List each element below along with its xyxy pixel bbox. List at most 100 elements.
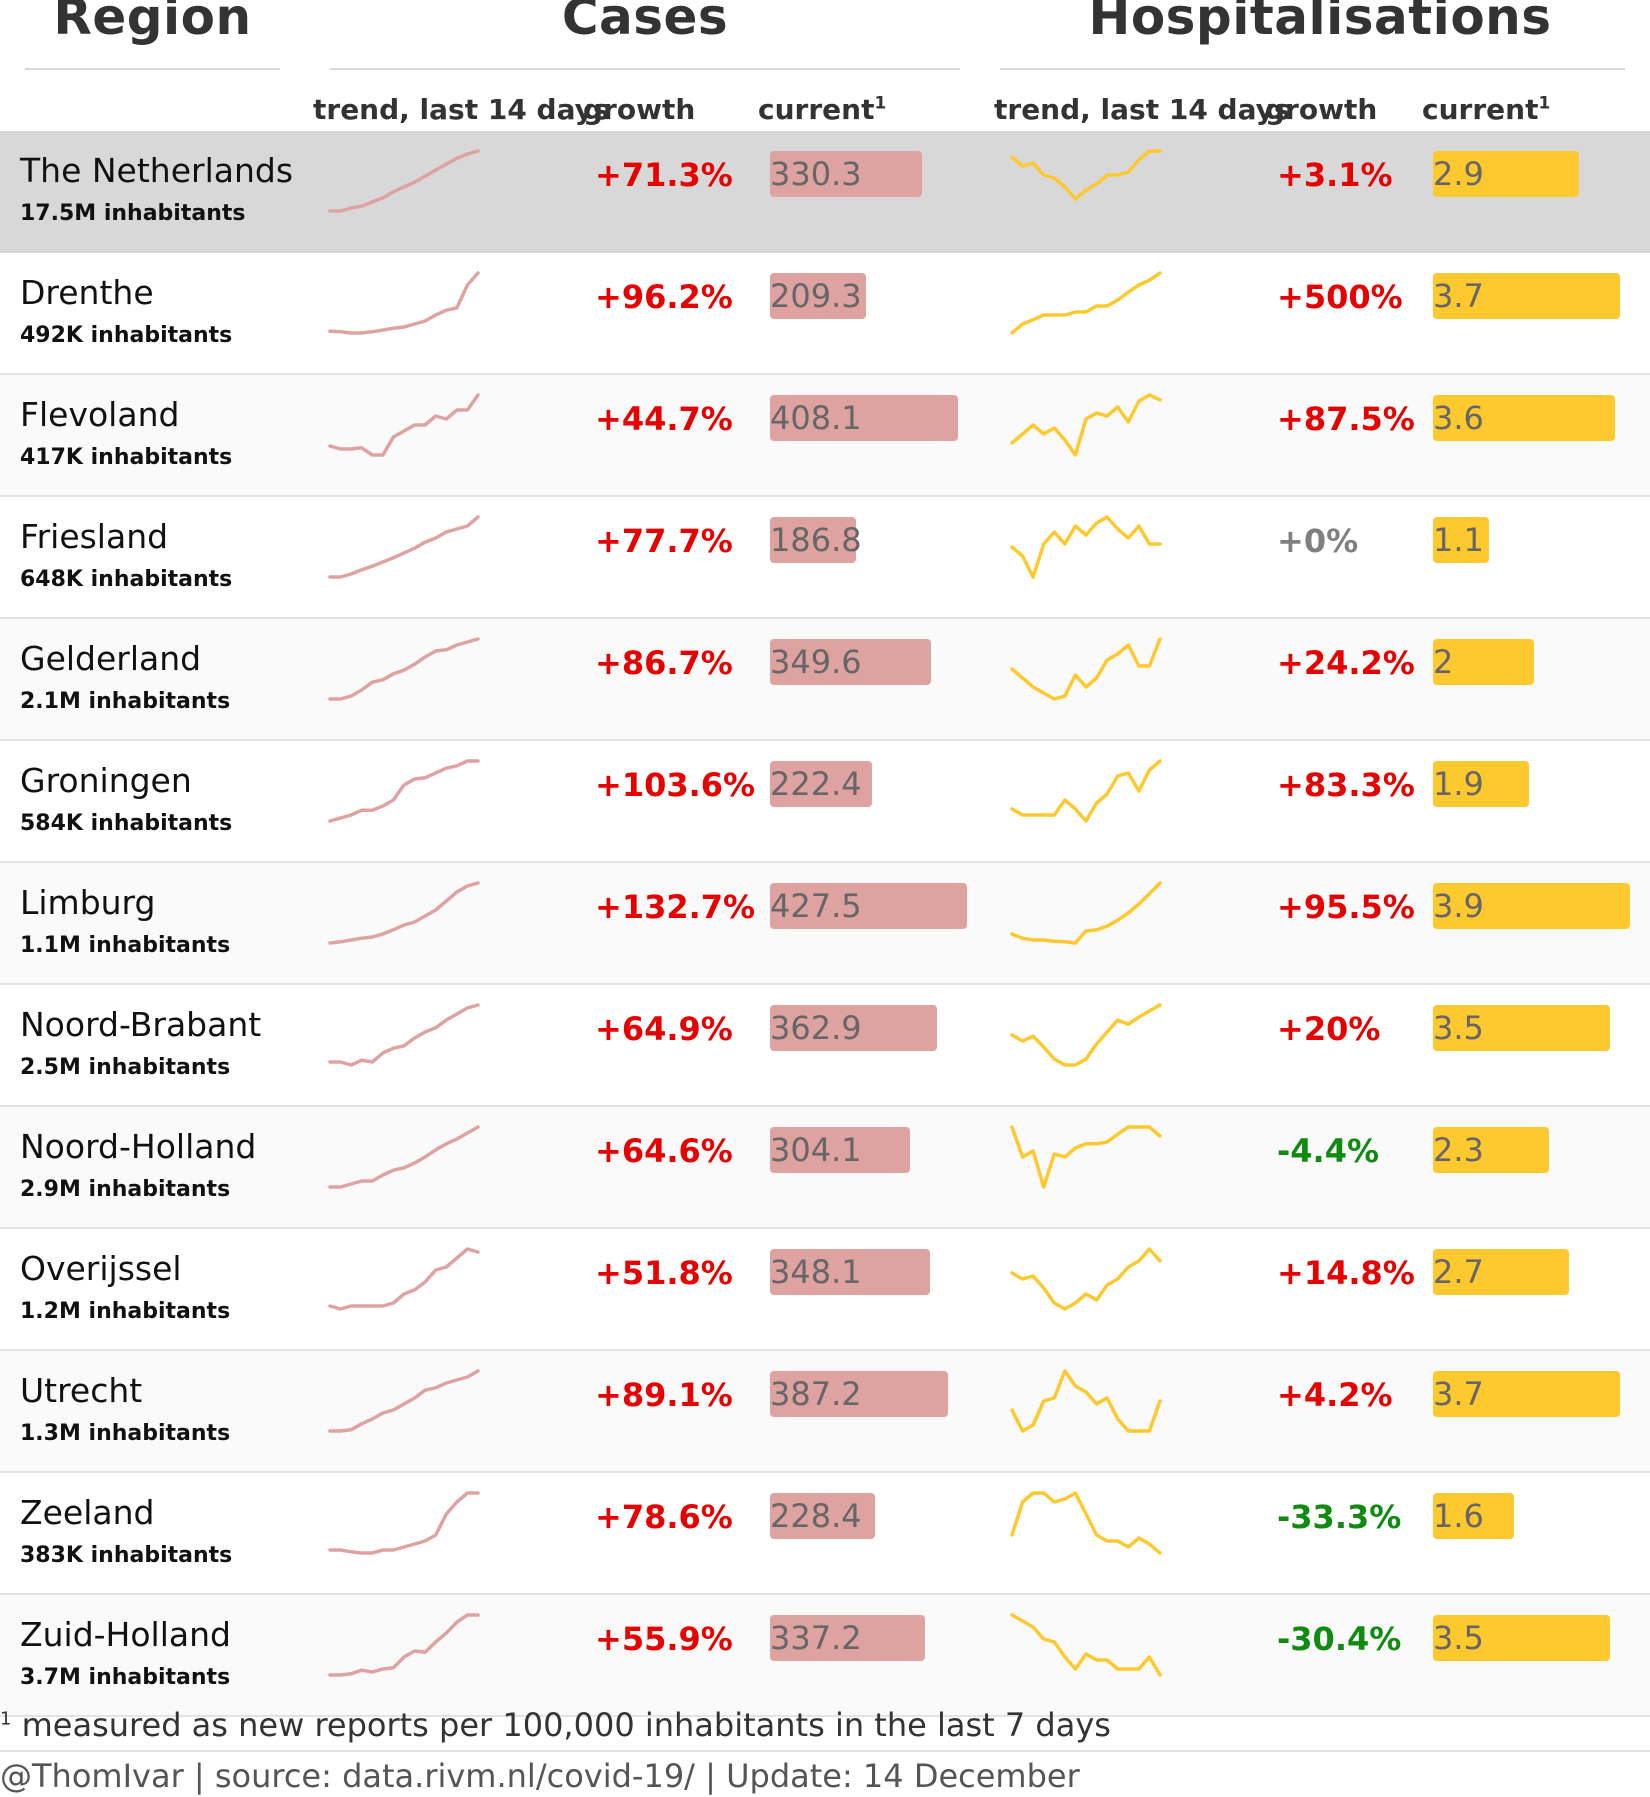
- hospitalisations-header-rule: [1000, 68, 1625, 70]
- region-row: Groningen 584K inhabitants +103.6% 222.4 +83…: [0, 741, 1650, 863]
- region-name: Gelderland: [20, 639, 202, 678]
- cases-current-bar: [770, 1005, 938, 1051]
- hosp-trend-sparkline: [1010, 637, 1162, 701]
- hosp-current-value: 3.7: [1433, 277, 1484, 315]
- hosp-growth-value: +24.2%: [1277, 644, 1415, 682]
- cases-growth-value: +86.7%: [595, 644, 733, 682]
- region-inhabitants: 648K inhabitants: [20, 567, 233, 592]
- cases-growth-value: +77.7%: [595, 522, 733, 560]
- hosp-trend-header: trend, last 14 days: [994, 93, 1291, 126]
- cases-current-header-label: current: [758, 93, 875, 126]
- hosp-current-value: 2: [1433, 643, 1454, 681]
- region-name: Overijssel: [20, 1249, 182, 1288]
- hosp-growth-value: +0%: [1277, 522, 1359, 560]
- cases-growth-value: +89.1%: [595, 1376, 733, 1414]
- cases-current-bar: [770, 761, 873, 807]
- cases-trend-sparkline: [328, 1491, 480, 1555]
- cases-trend-sparkline-line: [328, 1125, 480, 1189]
- hosp-growth-value: +500%: [1277, 278, 1403, 316]
- cases-trend-sparkline-line: [328, 637, 480, 701]
- region-row: Gelderland 2.1M inhabitants +86.7% 349.6 +24…: [0, 619, 1650, 741]
- cases-trend-sparkline-line: [328, 1247, 480, 1311]
- region-name: Flevoland: [20, 395, 180, 434]
- region-row: Noord-Brabant 2.5M inhabitants +64.9% 362.9…: [0, 985, 1650, 1107]
- hosp-current-bar: [1433, 639, 1535, 685]
- hosp-current-value: 2.7: [1433, 1253, 1484, 1291]
- hosp-current-value: 3.6: [1433, 399, 1484, 437]
- hosp-growth-value: +20%: [1277, 1010, 1381, 1048]
- hosp-current-bar: [1433, 1371, 1620, 1417]
- region-row: Drenthe 492K inhabitants +96.2% 209.3 +500% 3…: [0, 253, 1650, 375]
- hosp-current-bar: [1433, 1615, 1610, 1661]
- cases-current-value: 330.3: [770, 155, 862, 193]
- cases-trend-sparkline: [328, 1613, 480, 1677]
- cases-current-bar: [770, 273, 867, 319]
- cases-trend-sparkline: [328, 149, 480, 213]
- region-name: Limburg: [20, 883, 156, 922]
- hosp-growth-value: +87.5%: [1277, 400, 1415, 438]
- hosp-current-value: 1.6: [1433, 1497, 1484, 1535]
- cases-trend-sparkline-line: [328, 149, 480, 213]
- cases-trend-header: trend, last 14 days: [313, 93, 610, 126]
- cases-current-bar: [770, 395, 959, 441]
- hosp-trend-sparkline: [1010, 1613, 1162, 1677]
- region-inhabitants: 3.7M inhabitants: [20, 1665, 231, 1690]
- hosp-trend-sparkline: [1010, 1125, 1162, 1189]
- cases-trend-sparkline-line: [328, 515, 480, 579]
- cases-trend-sparkline-line: [328, 759, 480, 823]
- hosp-trend-sparkline-line: [1010, 1003, 1162, 1067]
- hosp-current-value: 3.7: [1433, 1375, 1484, 1413]
- region-name: Drenthe: [20, 273, 154, 312]
- footnote: 1 measured as new reports per 100,000 in…: [0, 1706, 1111, 1744]
- cases-trend-sparkline: [328, 881, 480, 945]
- hosp-growth-value: -33.3%: [1277, 1498, 1402, 1536]
- hosp-current-bar: [1433, 395, 1615, 441]
- national-row: The Netherlands 17.5M inhabitants +71.3% 33…: [0, 131, 1650, 253]
- source-credit: @ThomIvar | source: data.rivm.nl/covid-1…: [0, 1757, 1080, 1795]
- region-name: Groningen: [20, 761, 192, 800]
- hosp-trend-sparkline: [1010, 1369, 1162, 1433]
- region-inhabitants: 417K inhabitants: [20, 445, 233, 470]
- cases-header-rule: [330, 68, 960, 70]
- cases-trend-sparkline-line: [328, 1613, 480, 1677]
- cases-trend-sparkline: [328, 637, 480, 701]
- cases-trend-sparkline-line: [328, 393, 480, 457]
- cases-current-value: 349.6: [770, 643, 862, 681]
- region-name: Noord-Holland: [20, 1127, 257, 1166]
- cases-trend-sparkline-line: [328, 881, 480, 945]
- hosp-current-bar: [1433, 1493, 1514, 1539]
- hosp-current-value: 3.5: [1433, 1619, 1484, 1657]
- cases-current-value: 228.4: [770, 1497, 862, 1535]
- cases-current-bar: [770, 639, 932, 685]
- cases-current-bar: [770, 883, 967, 929]
- hosp-trend-sparkline-line: [1010, 271, 1162, 335]
- hosp-current-value: 2.3: [1433, 1131, 1484, 1169]
- cases-current-header: current1: [758, 93, 886, 126]
- hosp-current-value: 2.9: [1433, 155, 1484, 193]
- hosp-growth-value: +4.2%: [1277, 1376, 1393, 1414]
- cases-trend-sparkline: [328, 1247, 480, 1311]
- region-row: Zuid-Holland 3.7M inhabitants +55.9% 337.2 -…: [0, 1595, 1650, 1717]
- footnote-marker: 1: [0, 1708, 12, 1730]
- hosp-current-bar: [1433, 151, 1580, 197]
- region-name: Zuid-Holland: [20, 1615, 231, 1654]
- hosp-current-header-label: current: [1422, 93, 1539, 126]
- hosp-trend-sparkline: [1010, 515, 1162, 579]
- hosp-current-footnote-marker: 1: [1538, 93, 1551, 114]
- cases-trend-sparkline: [328, 393, 480, 457]
- region-row: Flevoland 417K inhabitants +44.7% 408.1 +87.…: [0, 375, 1650, 497]
- region-row: Overijssel 1.2M inhabitants +51.8% 348.1 +14…: [0, 1229, 1650, 1351]
- cases-current-bar: [770, 1371, 949, 1417]
- hosp-current-bar: [1433, 761, 1529, 807]
- hosp-current-bar: [1433, 1005, 1610, 1051]
- hosp-trend-sparkline-line: [1010, 1369, 1162, 1433]
- hosp-trend-sparkline-line: [1010, 637, 1162, 701]
- cases-current-bar: [770, 1493, 876, 1539]
- cases-current-value: 348.1: [770, 1253, 862, 1291]
- cases-current-bar: [770, 1127, 911, 1173]
- region-inhabitants: 1.1M inhabitants: [20, 933, 231, 958]
- region-inhabitants: 17.5M inhabitants: [20, 201, 246, 226]
- hosp-trend-sparkline-line: [1010, 1613, 1162, 1677]
- region-inhabitants: 2.1M inhabitants: [20, 689, 231, 714]
- region-header: Region: [53, 0, 252, 46]
